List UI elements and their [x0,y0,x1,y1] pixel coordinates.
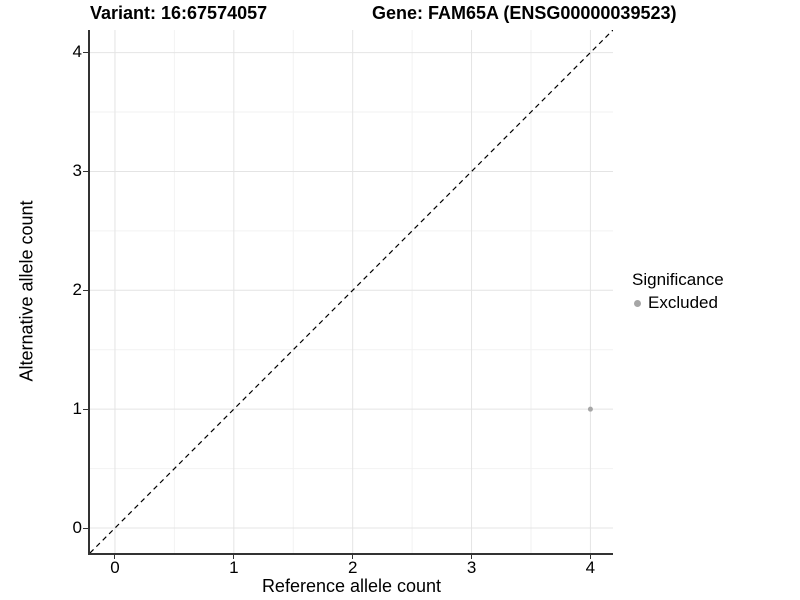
y-tick-label: 0 [72,517,82,537]
x-tick-label: 1 [229,558,239,577]
data-point [587,406,593,412]
y-tick-mark [83,527,88,529]
y-axis-label: Alternative allele count [16,200,37,382]
y-tick-mark [83,408,88,410]
plot-panel [90,30,613,553]
y-tick-label: 4 [72,42,82,62]
x-tick-mark [352,554,354,559]
x-axis-line [88,553,613,555]
y-tick-mark [83,170,88,172]
plot-canvas [90,30,613,553]
identity-line [90,30,613,553]
plot-title-variant: Variant: 16:67574057 [90,3,268,23]
legend-items: Excluded [632,293,724,313]
y-tick-mark [83,289,88,291]
y-tick-label: 3 [72,160,82,180]
legend-key-dot-icon [634,299,641,307]
plot-title-gene: Gene: FAM65A (ENSG00000039523) [372,3,677,23]
y-tick-label: 2 [72,279,82,299]
x-tick-mark [471,554,473,559]
legend: Significance Excluded [632,270,724,313]
x-tick-label: 3 [466,558,477,577]
y-axis-line [88,30,90,555]
x-tick-mark [114,554,116,559]
y-tick-mark [83,52,88,54]
x-tick-label: 2 [347,558,358,577]
x-tick-mark [233,554,235,559]
legend-title: Significance [632,270,724,289]
x-tick-label: 4 [585,558,596,577]
legend-item-label: Excluded [648,293,718,312]
y-tick-label: 1 [72,398,82,418]
x-tick-label: 0 [110,558,120,577]
x-tick-mark [589,554,591,559]
legend-item: Excluded [632,293,724,313]
x-axis-label: Reference allele count [261,576,442,596]
